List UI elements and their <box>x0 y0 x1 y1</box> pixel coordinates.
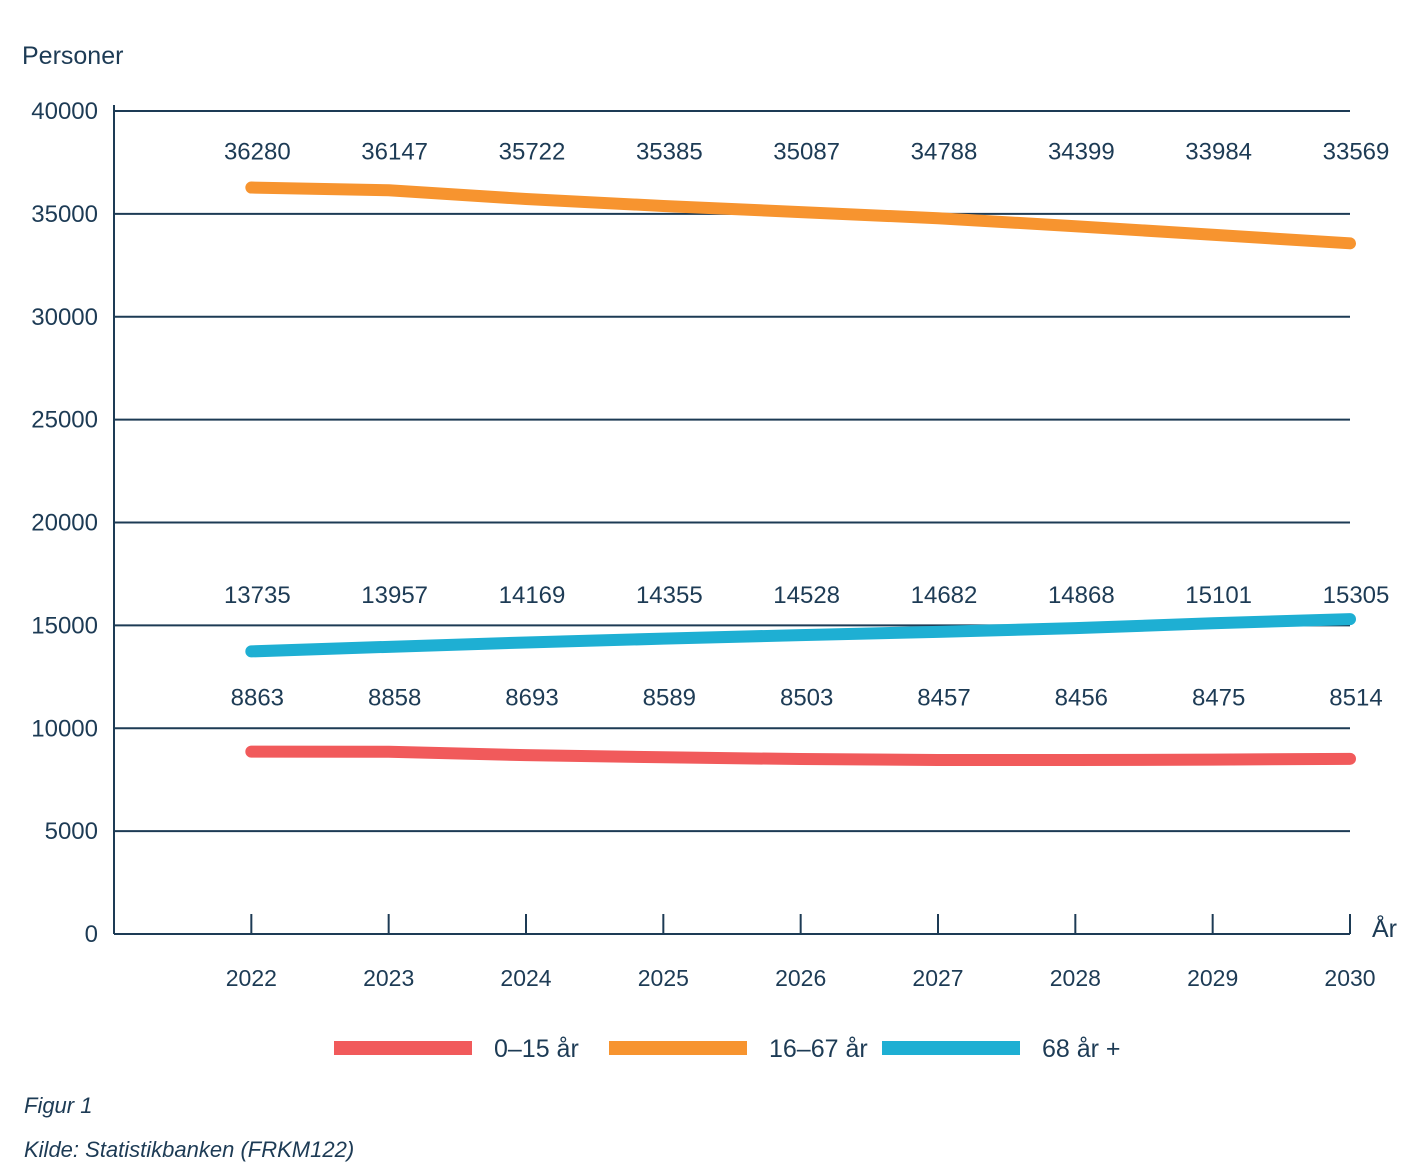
y-tick-label: 0 <box>85 921 98 948</box>
x-tick-label: 2022 <box>226 965 277 991</box>
data-label: 33569 <box>1323 139 1390 166</box>
series-line-2 <box>245 613 1356 658</box>
data-label: 8514 <box>1329 685 1382 712</box>
x-tick-label: 2027 <box>912 965 963 991</box>
data-label: 36280 <box>224 139 291 166</box>
source-caption: Kilde: Statistikbanken (FRKM122) <box>24 1137 354 1162</box>
legend-label: 68 år + <box>1042 1035 1121 1063</box>
legend-label: 16–67 år <box>769 1035 868 1063</box>
x-tick-label: 2030 <box>1324 965 1375 991</box>
y-tick-label: 40000 <box>31 98 98 125</box>
data-label: 35087 <box>773 139 840 166</box>
figure-caption: Figur 1 <box>24 1093 92 1118</box>
y-tick-label: 30000 <box>31 304 98 331</box>
data-label: 14169 <box>499 582 566 609</box>
data-label: 14682 <box>911 582 978 609</box>
data-label: 8589 <box>643 685 696 712</box>
series-line-0 <box>245 745 1356 767</box>
legend: 0–15 år 16–67 år 68 år + <box>334 1035 1121 1063</box>
x-tick-label: 2023 <box>363 965 414 991</box>
x-tick-label: 2025 <box>638 965 689 991</box>
x-axis-label: År <box>1372 913 1397 943</box>
y-tick-label: 10000 <box>31 715 98 742</box>
y-tick-label: 20000 <box>31 510 98 537</box>
gridlines <box>114 110 1350 833</box>
data-label: 15101 <box>1185 582 1252 609</box>
series-line-1 <box>245 181 1356 250</box>
y-axis-label: Personer <box>22 42 123 70</box>
data-label: 8503 <box>780 685 833 712</box>
data-labels: 8863 8858 8693 8589 8503 8457 8456 8475 8514 3628… <box>224 139 1389 712</box>
data-label: 13957 <box>361 582 428 609</box>
data-label: 33984 <box>1185 139 1252 166</box>
y-tick-label: 25000 <box>31 407 98 434</box>
legend-swatch <box>882 1041 1020 1055</box>
x-tick-label: 2029 <box>1187 965 1238 991</box>
data-label: 34399 <box>1048 139 1115 166</box>
data-label: 8475 <box>1192 685 1245 712</box>
y-tick-label: 5000 <box>45 818 98 845</box>
data-label: 15305 <box>1323 582 1390 609</box>
data-label: 14355 <box>636 582 703 609</box>
data-label: 34788 <box>911 139 978 166</box>
data-label: 13735 <box>224 582 291 609</box>
data-label: 35722 <box>499 139 566 166</box>
data-label: 8693 <box>505 685 558 712</box>
x-tick-label: 2026 <box>775 965 826 991</box>
x-tick-label: 2028 <box>1050 965 1101 991</box>
y-tick-label: 15000 <box>31 612 98 639</box>
legend-swatch <box>334 1041 472 1055</box>
data-label: 8863 <box>231 685 284 712</box>
data-label: 8456 <box>1055 685 1108 712</box>
data-label: 14868 <box>1048 582 1115 609</box>
y-axis-ticks: 0 5000 10000 15000 20000 25000 30000 35000 40000 <box>31 98 98 948</box>
legend-label: 0–15 år <box>494 1035 579 1063</box>
data-label: 8457 <box>917 685 970 712</box>
series-lines <box>245 181 1356 767</box>
x-axis-ticks: 2022 2023 2024 2025 2026 2027 2028 2029 2030 <box>226 914 1376 991</box>
data-label: 36147 <box>361 139 428 166</box>
axes <box>113 105 1350 935</box>
legend-swatch <box>609 1041 747 1055</box>
data-label: 14528 <box>773 582 840 609</box>
x-tick-label: 2024 <box>500 965 551 991</box>
data-label: 35385 <box>636 139 703 166</box>
data-label: 8858 <box>368 685 421 712</box>
y-tick-label: 35000 <box>31 201 98 228</box>
